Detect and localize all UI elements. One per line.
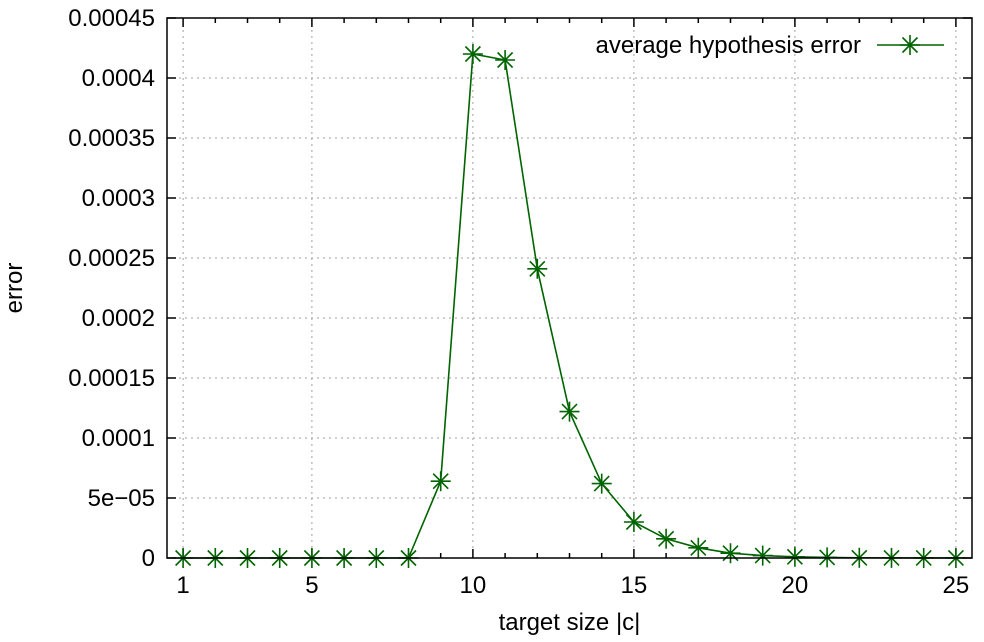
y-tick-label: 0.0003 bbox=[82, 185, 155, 212]
y-tick-label: 0.0004 bbox=[82, 65, 155, 92]
data-point bbox=[784, 546, 805, 567]
data-point bbox=[462, 44, 483, 64]
x-tick-label: 25 bbox=[943, 572, 970, 599]
x-tick-labels: 1 5 10 15 20 25 bbox=[176, 572, 969, 599]
y-tick-labels: 0 5e−05 0.0001 0.00015 0.0002 0.00025 0.0003 0.… bbox=[68, 5, 155, 572]
y-tick-label: 0.0002 bbox=[82, 305, 155, 332]
x-tick-label: 15 bbox=[621, 572, 648, 599]
x-tick-label: 5 bbox=[305, 572, 318, 599]
data-point bbox=[752, 545, 773, 566]
series-line-1 bbox=[183, 53, 956, 559]
data-point bbox=[591, 473, 612, 494]
data-point bbox=[623, 512, 644, 532]
plot-frame bbox=[166, 17, 973, 559]
legend-label-series-1: average hypothesis error bbox=[596, 32, 861, 59]
data-point bbox=[430, 471, 451, 492]
y-tick-label: 0.00035 bbox=[68, 125, 155, 152]
x-tick-label: 10 bbox=[460, 572, 487, 599]
axis-ticks bbox=[167, 17, 972, 559]
y-axis-title: error bbox=[1, 263, 28, 314]
data-point bbox=[656, 528, 677, 549]
x-tick-label: 1 bbox=[176, 572, 189, 599]
grid bbox=[167, 17, 972, 559]
y-tick-label: 0.00015 bbox=[68, 365, 155, 392]
data-point bbox=[559, 401, 580, 422]
y-tick-label: 0.00025 bbox=[68, 245, 155, 272]
x-tick-label: 20 bbox=[782, 572, 809, 599]
legend-marker-glyph bbox=[900, 35, 920, 55]
series bbox=[173, 44, 966, 568]
y-tick-label: 0.0001 bbox=[82, 425, 155, 452]
data-point bbox=[688, 537, 709, 558]
x-axis-title: target size |c| bbox=[499, 609, 641, 636]
y-tick-label: 0.00045 bbox=[68, 5, 155, 32]
y-tick-label: 0 bbox=[142, 545, 155, 572]
data-point bbox=[495, 50, 516, 70]
y-tick-label: 5e−05 bbox=[88, 485, 155, 512]
legend: average hypothesis error bbox=[596, 32, 944, 59]
legend-marker-series-1 bbox=[900, 35, 920, 55]
data-point bbox=[527, 258, 548, 279]
data-point bbox=[720, 543, 741, 564]
